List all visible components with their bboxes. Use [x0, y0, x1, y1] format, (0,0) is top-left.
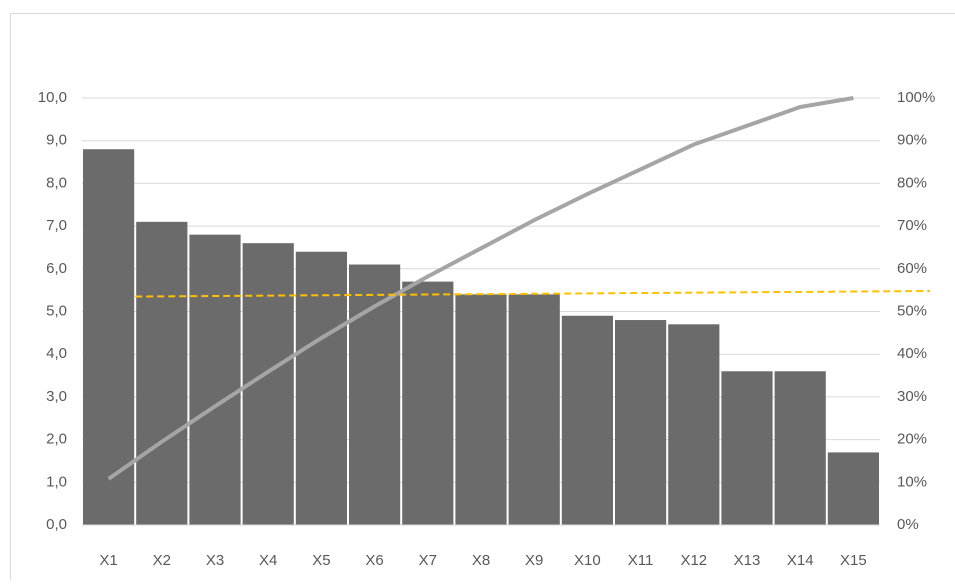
bar [402, 282, 453, 525]
y2-tick-label: 60% [897, 260, 927, 277]
y-tick-label: 4,0 [46, 345, 67, 362]
y-tick-label: 7,0 [46, 217, 67, 234]
x-tick-label: X12 [680, 552, 707, 569]
bar [828, 452, 879, 525]
y-tick-label: 0,0 [46, 516, 67, 533]
y2-tick-label: 40% [897, 345, 927, 362]
bar [615, 320, 666, 525]
bar [296, 252, 347, 525]
x-tick-label: X8 [472, 552, 490, 569]
bar [775, 371, 826, 525]
bar [455, 294, 506, 525]
y-tick-label: 5,0 [46, 302, 67, 319]
y2-tick-label: 50% [897, 302, 927, 319]
y2-tick-label: 10% [897, 473, 927, 490]
y2-tick-label: 0% [897, 516, 919, 533]
y-tick-label: 2,0 [46, 431, 67, 448]
bar [721, 371, 772, 525]
y2-tick-label: 100% [897, 89, 935, 106]
bar [562, 316, 613, 525]
bar [136, 222, 187, 525]
y2-tick-label: 30% [897, 388, 927, 405]
x-tick-label: X9 [525, 552, 543, 569]
y-tick-label: 3,0 [46, 388, 67, 405]
x-tick-label: X1 [99, 552, 117, 569]
y2-tick-label: 20% [897, 431, 927, 448]
x-tick-label: X15 [840, 552, 867, 569]
x-tick-label: X7 [419, 552, 437, 569]
x-tick-label: X6 [365, 552, 383, 569]
x-tick-label: X10 [574, 552, 601, 569]
y2-tick-label: 70% [897, 217, 927, 234]
y-tick-label: 1,0 [46, 473, 67, 490]
x-tick-label: X5 [312, 552, 330, 569]
y-tick-label: 8,0 [46, 174, 67, 191]
y-tick-label: 9,0 [46, 132, 67, 149]
y-tick-label: 6,0 [46, 260, 67, 277]
bar [509, 294, 560, 525]
bar [668, 324, 719, 525]
x-tick-label: X11 [628, 552, 654, 569]
x-tick-label: X3 [206, 552, 224, 569]
bar [349, 265, 400, 525]
x-tick-label: X13 [734, 552, 761, 569]
x-tick-label: X4 [259, 552, 277, 569]
x-tick-label: X2 [153, 552, 171, 569]
y-tick-label: 10,0 [38, 89, 67, 106]
bar [189, 235, 240, 525]
x-tick-label: X14 [787, 552, 814, 569]
y2-tick-label: 90% [897, 132, 927, 149]
y2-tick-label: 80% [897, 174, 927, 191]
